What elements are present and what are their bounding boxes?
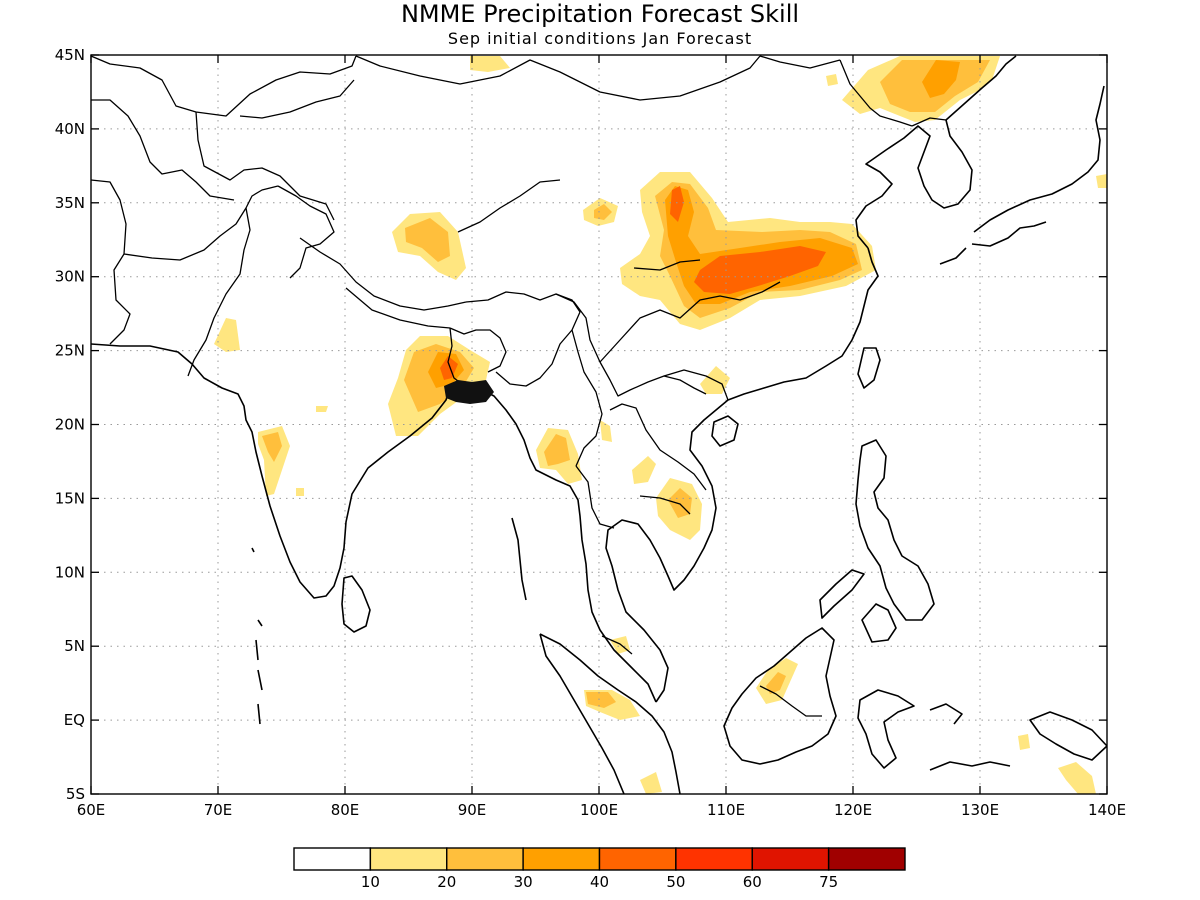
coastline-sulawesi [857,689,915,769]
y-tick-label: 20N [55,416,85,434]
colorbar-swatch [675,847,753,871]
colorbar-label: 60 [743,873,762,891]
map-subtitle: Sep initial conditions Jan Forecast [448,29,752,48]
colorbar-label: 30 [514,873,533,891]
colorbar-swatch [293,847,372,871]
colorbar-swatch [446,847,524,871]
coastline-sumatra [539,633,681,794]
colorbar-label: 40 [590,873,609,891]
x-tick-label: 120E [834,801,872,819]
x-tick-label: 100E [580,801,618,819]
y-tick-label: 10N [55,563,85,581]
colorbar-swatch [522,847,601,871]
x-tick-label: 60E [77,801,106,819]
coastline-sri-lanka [341,575,371,633]
coastline-myanmar [481,389,657,703]
x-tick-label: 140E [1088,801,1126,819]
map-title: NMME Precipitation Forecast Skill [401,0,799,28]
x-tick-label: 80E [331,801,360,819]
y-tick-label: 45N [55,46,85,64]
x-tick-label: 90E [458,801,487,819]
y-tick-label: 15N [55,489,85,507]
colorbar-swatch [369,847,448,871]
lat-lon-grid [91,55,1107,794]
colorbar-label: 75 [819,873,838,891]
longitude-axis: 60E 70E 80E 90E 100E 110E 120E 130E 140E [77,55,1126,819]
coastline-borneo [723,627,837,765]
y-tick-label: 30N [55,268,85,286]
colorbar-label: 10 [361,873,380,891]
coastline-philippines [855,439,935,621]
colorbar-label: 20 [437,873,456,891]
latitude-axis: 45N 40N 35N 30N 25N 20N 15N 10N 5N EQ 5S [55,46,1107,803]
coastlines-and-borders [91,55,1107,794]
colorbar-swatch [827,847,906,871]
y-tick-label: 5S [66,785,85,803]
coastline-hainan [711,415,739,447]
skill-contour-40 [694,246,826,294]
coastline-taiwan [857,347,881,389]
colorbar-swatch [598,847,677,871]
x-tick-label: 110E [707,801,745,819]
colorbar-swatch [751,847,830,871]
y-tick-label: 35N [55,194,85,212]
coastline-north-east [945,55,1017,121]
coastline-japan [973,85,1105,233]
coastline-india [91,343,451,599]
y-tick-label: EQ [64,711,85,729]
colorbar-label: 50 [666,873,685,891]
skill-colorbar: 10 20 30 40 50 60 75 [293,847,906,891]
x-tick-label: 130E [961,801,999,819]
y-tick-label: 40N [55,120,85,138]
coastline-korea [855,119,973,249]
coastline-south-china [727,247,879,401]
y-tick-label: 25N [55,342,85,360]
ganges-delta-coast [444,380,494,404]
coastline-indochina [605,399,729,703]
y-tick-label: 5N [64,637,85,655]
forecast-skill-shading [214,56,1107,794]
x-tick-label: 70E [204,801,233,819]
political-borders [91,55,947,717]
